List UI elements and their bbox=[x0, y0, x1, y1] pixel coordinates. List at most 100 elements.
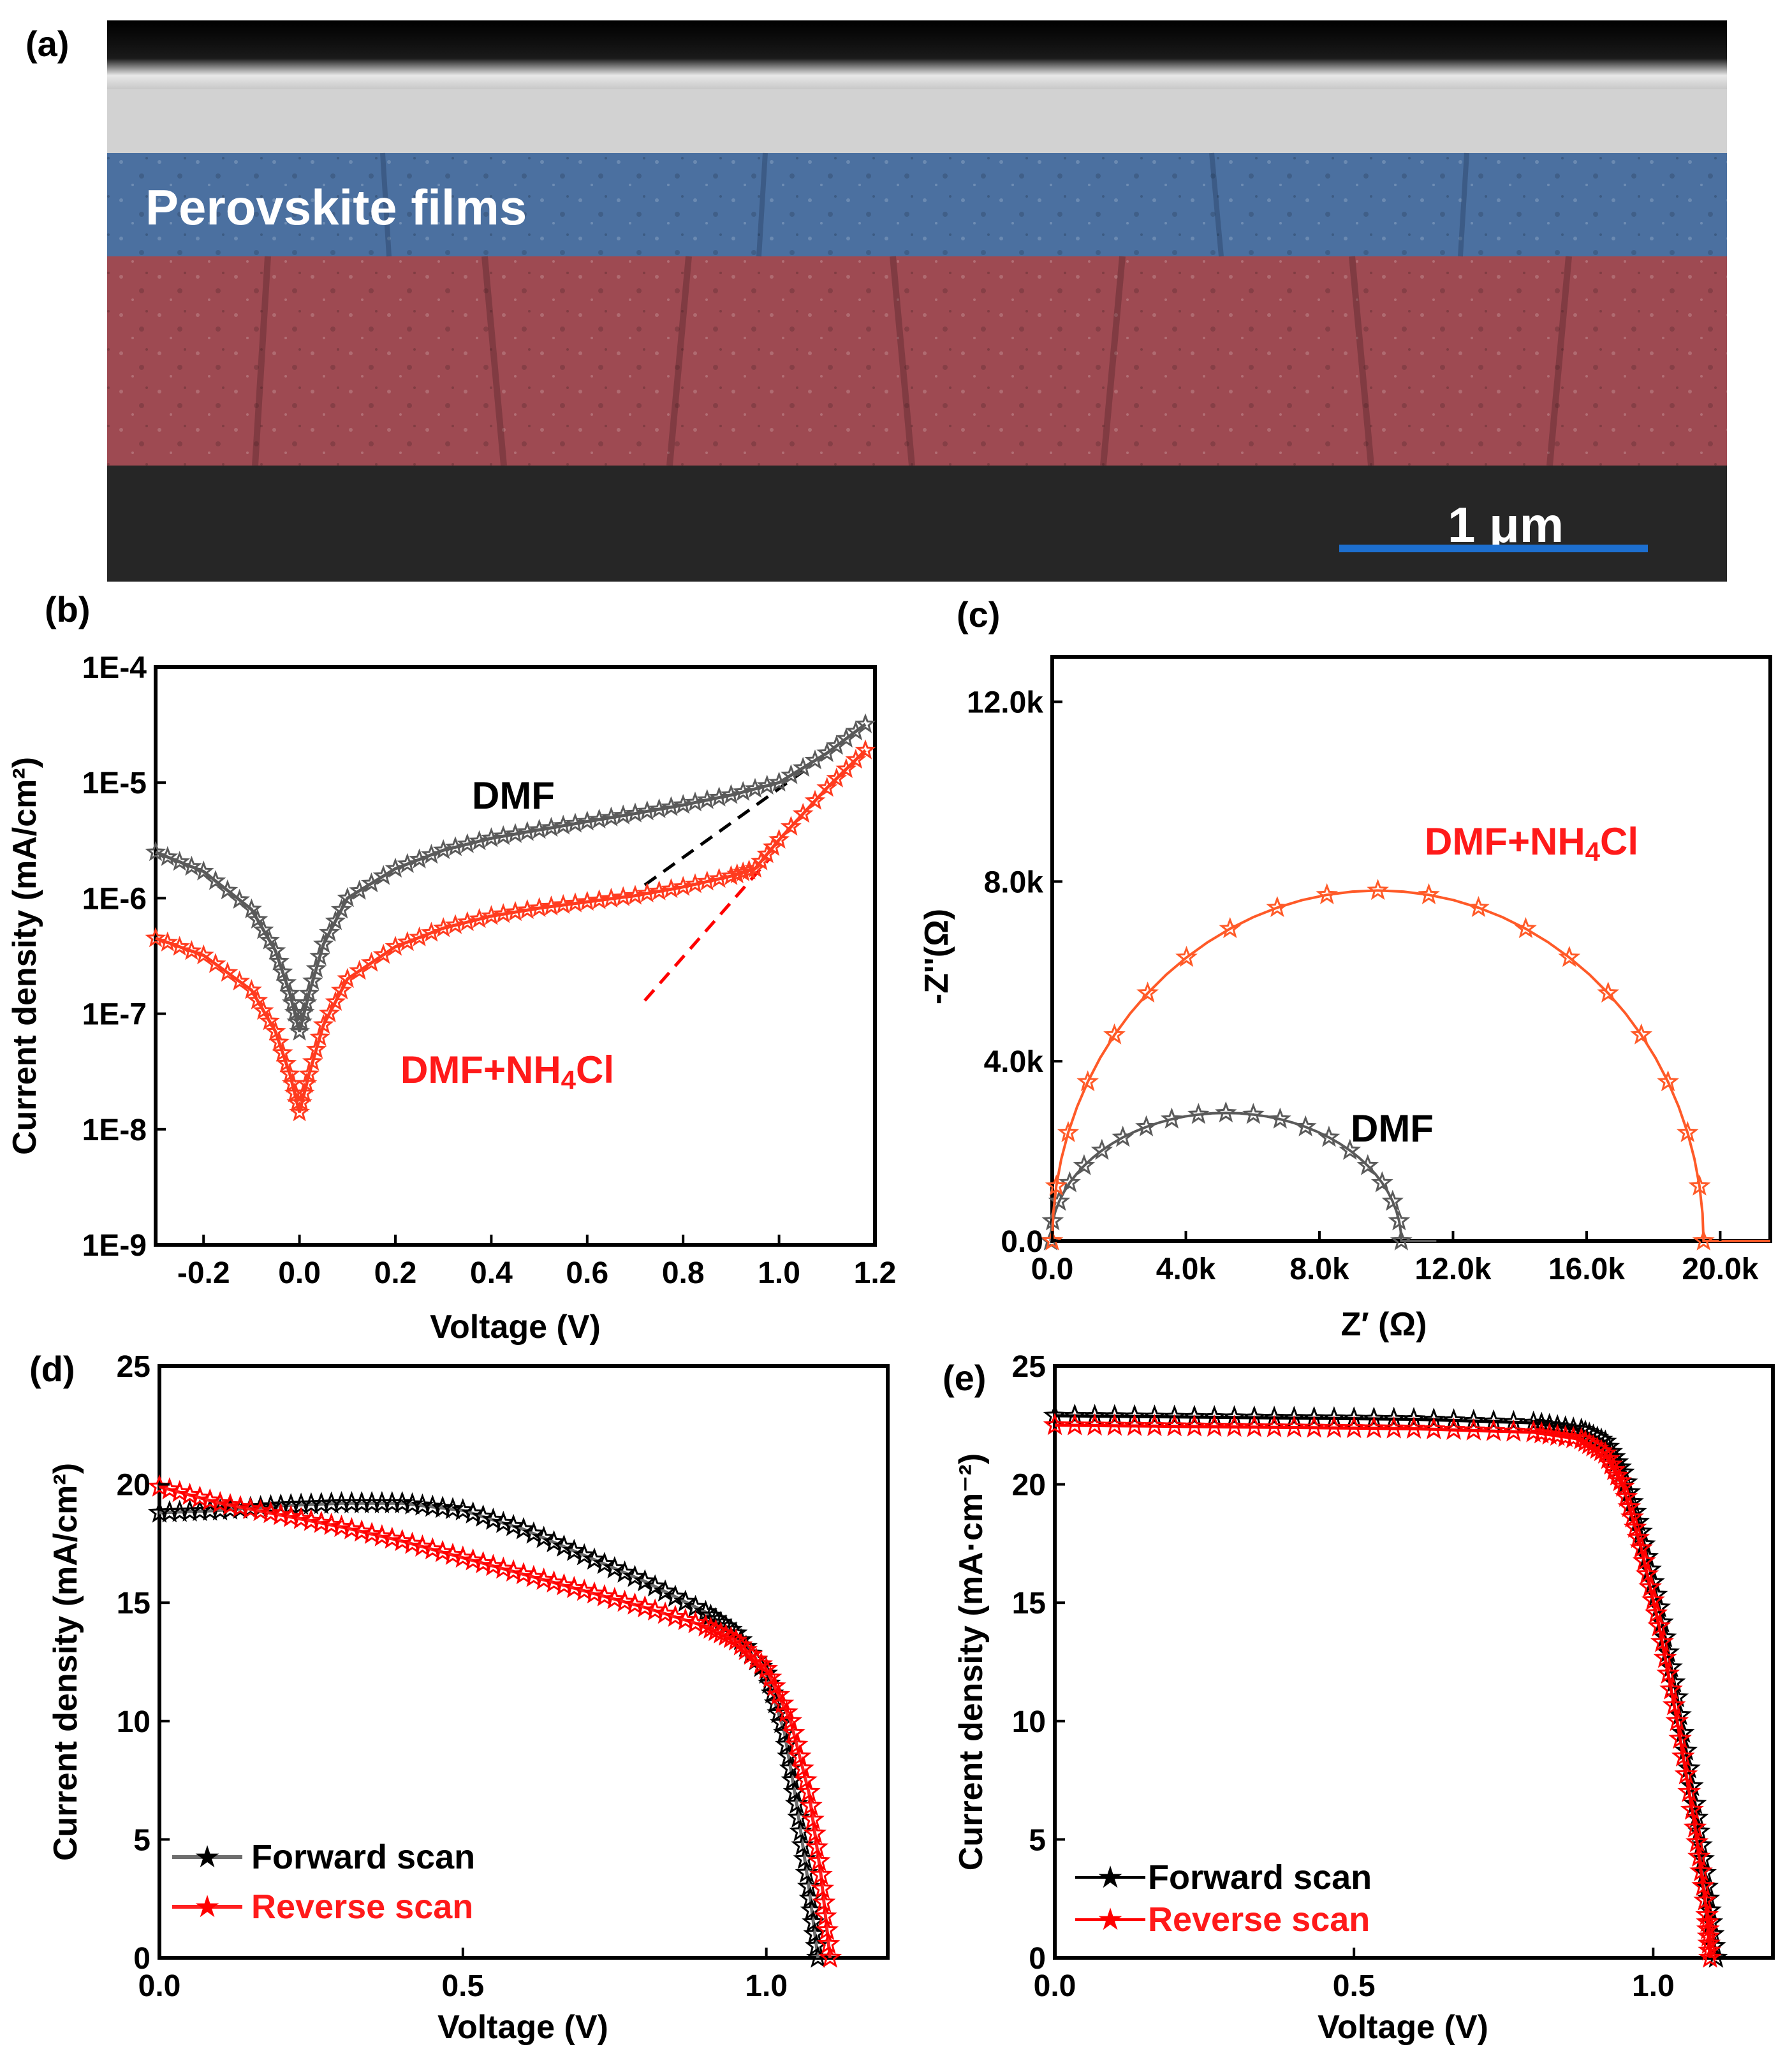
chart-b-point bbox=[240, 979, 262, 999]
chart-e-point bbox=[1282, 1415, 1306, 1438]
chart-e-point bbox=[1689, 1859, 1713, 1882]
chart-d-point bbox=[420, 1494, 444, 1517]
chart-b-annotation-dmf: DMF bbox=[472, 774, 555, 817]
chart-c-ytick-label: 8.0k bbox=[984, 865, 1044, 899]
chart-e-point bbox=[1382, 1406, 1406, 1429]
chart-e-point bbox=[1650, 1610, 1674, 1633]
chart-d-point bbox=[511, 1517, 536, 1539]
chart-e-point bbox=[1685, 1830, 1709, 1853]
chart-e-point bbox=[1421, 1417, 1446, 1439]
chart-b-point bbox=[309, 945, 330, 966]
chart-e-point bbox=[1342, 1406, 1366, 1429]
chart-d-point bbox=[572, 1578, 596, 1601]
chart-e-legend-marker-forward: ★ bbox=[1096, 1861, 1124, 1895]
chart-d-point bbox=[471, 1504, 495, 1527]
panel-label-b: (b) bbox=[45, 589, 91, 629]
chart-b-ytick-label: 1E-5 bbox=[82, 767, 147, 800]
chart-d-point bbox=[178, 1483, 202, 1505]
chart-d-point bbox=[309, 1510, 334, 1533]
chart-b-point bbox=[420, 844, 442, 864]
chart-e-point bbox=[1163, 1404, 1186, 1427]
chart-d-point bbox=[663, 1605, 687, 1627]
chart-b-point bbox=[298, 1062, 320, 1083]
chart-b-point bbox=[169, 936, 191, 956]
chart-b-point bbox=[409, 848, 430, 869]
chart-b-point bbox=[792, 756, 814, 777]
chart-b-point bbox=[720, 784, 742, 804]
chart-d-point bbox=[633, 1569, 657, 1592]
chart-c-point bbox=[1388, 1209, 1411, 1231]
chart-d-ytick-label: 15 bbox=[117, 1587, 151, 1620]
chart-d-point bbox=[795, 1860, 819, 1883]
chart-e-point bbox=[1608, 1469, 1633, 1492]
chart-c-point bbox=[1268, 1107, 1291, 1129]
chart-b-point bbox=[265, 939, 286, 960]
chart-e-point bbox=[1617, 1495, 1641, 1518]
chart-b-point bbox=[305, 957, 327, 978]
chart-d-point bbox=[603, 1587, 627, 1610]
chart-c-point bbox=[1175, 946, 1198, 967]
chart-e-point bbox=[1612, 1474, 1635, 1497]
chart-d-point bbox=[592, 1552, 617, 1575]
sem-top-layer bbox=[107, 20, 1727, 89]
chart-b-point bbox=[279, 982, 300, 1002]
chart-c-point bbox=[1041, 1229, 1064, 1251]
chart-c-point bbox=[1356, 1154, 1379, 1175]
chart-c-point bbox=[1688, 1174, 1711, 1196]
chart-e-point bbox=[1062, 1404, 1087, 1426]
chart-e-point bbox=[1122, 1413, 1147, 1436]
chart-e-point bbox=[1650, 1629, 1674, 1652]
chart-b-point bbox=[325, 990, 346, 1011]
chart-e-point bbox=[1282, 1406, 1306, 1428]
chart-b-xtick-label: 0.2 bbox=[374, 1256, 417, 1290]
chart-c-point bbox=[1367, 879, 1389, 900]
chart-e-point bbox=[1043, 1403, 1067, 1426]
chart-e-point bbox=[1262, 1406, 1286, 1428]
chart-b-point bbox=[780, 764, 802, 784]
chart-b-point bbox=[337, 887, 358, 907]
chart-b-guide-0 bbox=[643, 770, 804, 886]
chart-b-point bbox=[780, 816, 802, 836]
chart-d-point bbox=[511, 1562, 536, 1585]
chart-b-xtick-label: 1.2 bbox=[854, 1256, 897, 1290]
chart-b-point bbox=[744, 777, 766, 798]
chart-d-point bbox=[784, 1791, 809, 1814]
chart-e-point bbox=[1382, 1416, 1406, 1439]
chart-d-point bbox=[390, 1491, 414, 1513]
chart-b-point bbox=[312, 933, 334, 953]
chart-e-point bbox=[1656, 1661, 1680, 1684]
panel-label-d: (d) bbox=[29, 1349, 75, 1389]
chart-b-point bbox=[732, 781, 754, 801]
chart-d-ytick-label: 5 bbox=[133, 1823, 151, 1857]
chart-d-point bbox=[803, 1821, 827, 1844]
chart-c-point bbox=[1515, 917, 1537, 939]
chart-c-point bbox=[1058, 1171, 1081, 1193]
chart-e-point bbox=[1674, 1738, 1698, 1761]
chart-e-point bbox=[1647, 1614, 1671, 1636]
chart-c-xtick-label: 0.0 bbox=[1031, 1252, 1074, 1286]
chart-e-point bbox=[1671, 1721, 1695, 1743]
chart-d-point bbox=[249, 1499, 273, 1522]
chart-e-point bbox=[1442, 1408, 1465, 1430]
chart-e: 0.0 0.5 1.0 0 5 10 15 20 25 Voltage (V) Current… bbox=[953, 1350, 1775, 2046]
chart-d-point bbox=[643, 1598, 667, 1621]
chart-b-point bbox=[240, 898, 262, 918]
chart-e-point bbox=[1632, 1548, 1656, 1571]
chart-e-point bbox=[1462, 1409, 1486, 1431]
chart-c-point bbox=[1390, 1229, 1413, 1251]
chart-b-guide-1 bbox=[643, 857, 771, 1002]
chart-c-annotation-nh4cl: DMF+NH4Cl bbox=[1425, 820, 1638, 867]
chart-e-legend-reverse: Reverse scan bbox=[1148, 1900, 1370, 1939]
chart-d-ytick-label: 10 bbox=[117, 1705, 151, 1739]
chart-e-point bbox=[1163, 1414, 1186, 1437]
chart-d-point bbox=[562, 1576, 586, 1598]
chart-b-ytick-label: 1E-6 bbox=[82, 882, 147, 916]
chart-d-point bbox=[208, 1491, 232, 1513]
chart-b-point bbox=[385, 857, 406, 878]
chart-d-point bbox=[572, 1543, 596, 1566]
chart-b-point bbox=[253, 919, 274, 939]
chart-e-point bbox=[1687, 1844, 1711, 1867]
chart-e-point bbox=[1502, 1419, 1525, 1442]
scale-bar bbox=[1339, 545, 1648, 552]
chart-d-point bbox=[623, 1564, 647, 1587]
